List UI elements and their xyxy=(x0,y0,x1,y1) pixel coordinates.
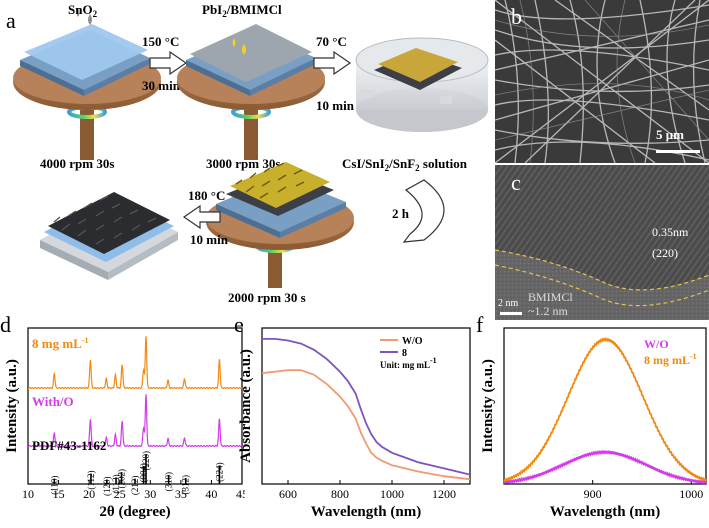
schematic-panel: a SnO2 4000 rpm 30s 150 °C 30 min PbI2/B… xyxy=(6,2,489,305)
reference-hkl-label: (224) xyxy=(214,462,224,482)
step2-temp: 70 °C xyxy=(316,34,347,49)
legend-unit-note: Unit: mg mL-1 xyxy=(380,356,437,370)
sem-scale-bar xyxy=(656,150,700,153)
pl-series-0 xyxy=(503,449,707,485)
reference-hkl-label: (212) xyxy=(130,476,140,496)
tem-layer-thickness: ~1.2 nm xyxy=(528,304,568,318)
arrow-icon-1 xyxy=(149,50,188,76)
panel-label-d: d xyxy=(0,316,11,337)
reference-label: PDF#43-1162 xyxy=(32,438,106,453)
x-tick-label: 40 xyxy=(205,487,217,501)
step3-temp: 180 °C xyxy=(188,188,225,203)
reference-hkl-label: (220) xyxy=(141,451,151,471)
tem-d-spacing: 0.35nm xyxy=(652,225,689,239)
absorbance-chart: 600 800 1000 1200 Wavelength (nm) Absorbance … xyxy=(234,316,471,520)
tem-plane: (220) xyxy=(652,246,678,260)
sno2-label: SnO2 xyxy=(68,2,98,19)
x-tick-label: 1000 xyxy=(380,487,404,501)
legend-label: 8 xyxy=(402,348,407,359)
tem-scale-label: 2 nm xyxy=(498,298,519,309)
spin-speed-3: 2000 rpm 30 s xyxy=(228,290,306,305)
step3-time: 10 min xyxy=(190,232,229,247)
step2-time: 10 min xyxy=(316,98,355,113)
sem-image xyxy=(495,0,709,163)
pl-legend-0: W/O xyxy=(644,337,669,351)
panel-label-e: e xyxy=(234,316,244,337)
pbi2-label: PbI2/BMIMCl xyxy=(202,2,282,19)
x-tick-label: 45 xyxy=(236,487,245,501)
spin-coater-1 xyxy=(13,8,161,160)
xrd-series-wo xyxy=(27,394,243,448)
final-film xyxy=(40,192,178,280)
xrd-legend-0: 8 mg mL-1 xyxy=(32,336,89,351)
x-axis-label: 2θ (degree) xyxy=(99,504,170,520)
solution-label: CsI/SnI2/SnF2 solution xyxy=(342,156,468,173)
xrd-chart: 10 15 20 25 30 35 40 45 2θ (degree) Intensity (a.… xyxy=(0,316,245,520)
reference-hkl-label: (202) xyxy=(117,469,127,489)
step1-temp: 150 °C xyxy=(142,34,179,49)
y-axis-label: Intensity (a.u.) xyxy=(4,359,20,453)
tem-layer-label: BMIMCl xyxy=(528,290,573,304)
x-tick-label: 600 xyxy=(279,487,297,501)
panel-label-b: b xyxy=(511,4,522,29)
x-tick-label: 20 xyxy=(83,487,95,501)
curved-arrow-icon xyxy=(402,179,445,243)
reference-hkl-label: (004) xyxy=(139,463,149,483)
panel-label-f: f xyxy=(476,316,484,337)
reference-hkl-label: (113) xyxy=(111,474,121,493)
panel-label-a: a xyxy=(6,8,16,33)
y-axis-label: Intensity (a.u.) xyxy=(480,359,496,453)
reference-hkl-label: (110) xyxy=(49,476,59,495)
reference-hkl-label: (312) xyxy=(181,475,191,495)
step1-time: 30 min xyxy=(142,78,181,93)
x-tick-label: 800 xyxy=(331,487,349,501)
reference-hkl-label: (112) xyxy=(86,471,96,490)
plot-frame xyxy=(503,327,707,485)
spin-coater-2 xyxy=(177,24,325,160)
reference-hkl-label: (120) xyxy=(102,477,112,497)
xrd-legend-1: With/O xyxy=(32,394,74,409)
legend-label: W/O xyxy=(402,336,423,347)
plot-frame xyxy=(261,327,471,485)
arrow-icon-2 xyxy=(313,50,352,76)
x-tick-label: 900 xyxy=(584,487,602,501)
xrd-series-8mg xyxy=(27,336,243,390)
pl-legend-1: 8 mg mL-1 xyxy=(644,352,697,367)
x-tick-label: 30 xyxy=(144,487,156,501)
x-axis-label: Wavelength (nm) xyxy=(550,504,660,520)
panel-label-c: c xyxy=(511,170,521,195)
x-tick-label: 1000 xyxy=(679,487,703,501)
tem-lattice xyxy=(495,165,709,320)
pl-series-1 xyxy=(503,337,707,482)
x-tick-label: 10 xyxy=(22,487,34,501)
sem-nanowires xyxy=(495,0,709,163)
x-axis-label: Wavelength (nm) xyxy=(311,504,421,520)
spin-coater-3 xyxy=(206,162,354,288)
absorbance-series-0 xyxy=(261,369,471,481)
pl-chart: 900 1000 Wavelength (nm) Intensity (a.u.) f W… xyxy=(476,316,707,520)
spin-speed-2: 3000 rpm 30s xyxy=(206,156,280,171)
arrow-icon-3 xyxy=(182,204,221,230)
spin-speed-1: 4000 rpm 30s xyxy=(40,156,114,171)
reference-hkl-label: (310) xyxy=(164,472,174,492)
x-tick-label: 15 xyxy=(53,487,65,501)
y-axis-label: Absorbance (a.u.) xyxy=(238,349,254,463)
sem-scale-label: 5 μm xyxy=(656,127,684,142)
absorbance-series-1 xyxy=(262,338,471,476)
petri-dish xyxy=(355,37,489,132)
x-tick-label: 35 xyxy=(175,487,187,501)
dip-time: 2 h xyxy=(392,206,410,221)
tem-image xyxy=(495,165,709,320)
x-tick-label: 25 xyxy=(114,487,126,501)
x-tick-label: 1200 xyxy=(432,487,456,501)
